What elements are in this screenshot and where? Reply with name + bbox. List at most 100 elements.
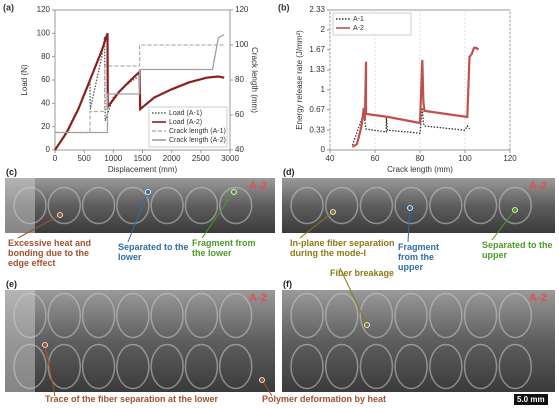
photo [282,290,555,392]
leader-dot [407,205,413,211]
leader-dot [42,342,48,348]
photo-texture [116,343,150,390]
y-tick-label: 80 [41,52,50,61]
legend-label: Load (A-1) [169,110,202,117]
y-tick-label: 2 [321,25,326,34]
photo-texture [184,292,219,339]
panel-label: (f) [283,279,292,289]
panel-label: (b) [278,2,290,12]
photo-texture [81,292,116,339]
leader-line [299,211,334,239]
photo-texture [394,292,428,339]
photo-texture [47,186,82,225]
y2-tick-label: 40 [235,145,244,154]
y-axis-label: Energy release rate (J/mm²) [295,30,304,130]
photo-texture [184,186,219,225]
photo-texture [359,292,394,339]
scale-bar: 5.0 mm [514,394,548,405]
x-tick-label: 60 [371,154,380,163]
specimen-tag: A-2 [249,180,267,192]
photo-texture [81,186,116,225]
x-tick-label: 500 [77,154,91,163]
x-tick-label: 3000 [221,154,239,163]
photo [5,290,275,392]
photo-texture [463,292,498,339]
photo-texture [290,343,324,390]
photo-texture [218,186,253,225]
panel-label: (c) [6,167,17,177]
x-tick-label: 1500 [134,154,152,163]
annotation: Trace of the fiber separation at the low… [45,394,219,404]
y-tick-label: 0 [321,145,326,154]
legend-label: Crack length (A-2) [169,137,226,144]
photo-texture [324,292,359,339]
photos [5,178,555,392]
photo [282,178,555,233]
x-tick-label: 80 [416,154,425,163]
photo-texture [498,343,533,390]
y-tick-label: 20 [41,122,50,131]
y2-axis-label: Crack length (mm) [250,47,259,113]
photo-texture [47,343,82,390]
leader-dot [330,209,336,215]
photo-texture [218,343,253,390]
photo-texture [359,343,394,390]
legend-label: Crack length (A-1) [169,128,226,135]
leader-dot [145,189,151,195]
y-tick-label: 1.67 [309,45,325,54]
annotation: Separated to the lower [118,242,189,262]
specimen-tag: A-2 [249,292,267,304]
photo-texture [498,186,533,225]
photo-edge [5,290,35,392]
y-tick-label: 100 [37,28,51,37]
x-axis-label: Displacement (mm) [108,165,178,174]
y-tick-label: 0.33 [309,125,325,134]
x-tick-label: 40 [326,154,335,163]
x-axis-label: Crack length (mm) [387,165,453,174]
photo-texture [47,292,82,339]
photo-texture [184,343,219,390]
panel-label: (d) [283,167,295,177]
leader-line [491,209,516,241]
leader-dot [512,207,518,213]
photo-texture [116,292,150,339]
leader-dot [259,377,265,383]
x-tick-label: 1000 [104,154,122,163]
annotation: Excessive heat and bonding due to the ed… [8,238,92,268]
leader-dot [57,212,63,218]
photo-texture [150,343,184,390]
photo-texture [498,292,533,339]
x-tick-label: 120 [503,154,517,163]
leader-line [201,191,235,239]
photo-edge [5,178,35,233]
photo-texture [290,292,324,339]
photo-texture [429,292,463,339]
series-line [54,32,225,151]
leader-line [44,344,56,397]
y-tick-label: 2.33 [309,5,325,14]
legend-label: A-1 [353,16,364,23]
legend-label: Load (A-2) [169,119,202,126]
photo-texture [324,186,359,225]
y2-tick-label: 100 [235,40,249,49]
leader-line [339,267,368,326]
x-tick-label: 2000 [163,154,181,163]
leader-line [17,214,61,239]
photo-texture [150,186,184,225]
panel-label: (e) [6,279,17,289]
photo-texture [81,343,116,390]
series-line [351,107,471,146]
series-line [55,33,225,134]
panel-label: (a) [3,2,14,12]
y-tick-label: 0.67 [309,105,325,114]
annotation: Fragment from the upper [398,242,440,272]
photo-texture [290,186,324,225]
leader-line [127,191,149,243]
y2-tick-label: 60 [235,110,244,119]
photo-texture [218,292,253,339]
annotation: Separated to the upper [482,240,553,260]
annotation: In-plane fiber separation during the mod… [290,238,395,258]
leader-dot [231,189,237,195]
